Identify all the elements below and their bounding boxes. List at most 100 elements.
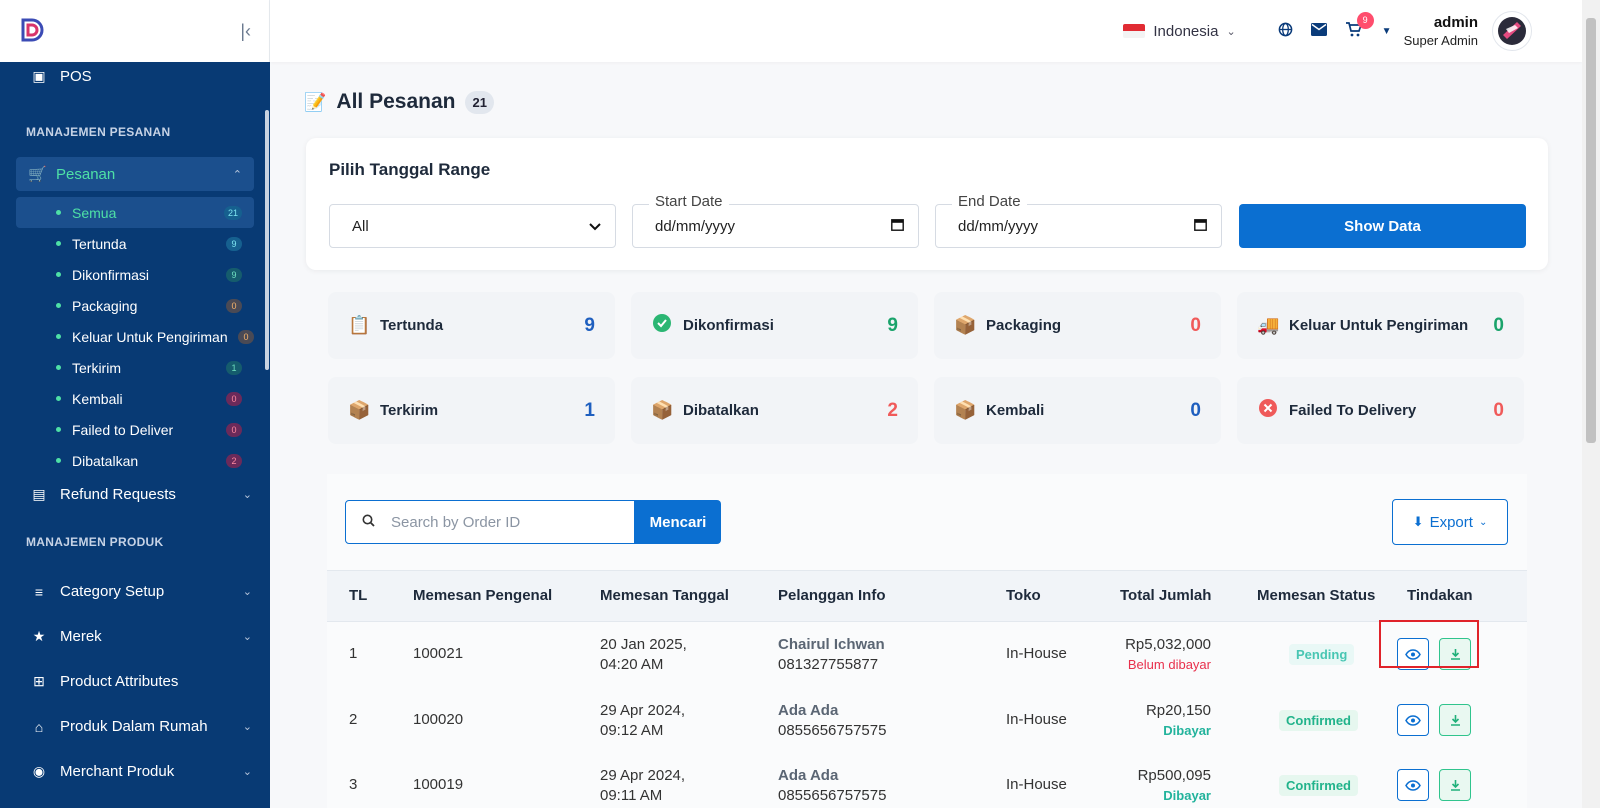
view-order-button[interactable] [1397,638,1429,670]
check-circle-icon [651,313,673,338]
search-button[interactable]: Mencari [635,500,721,544]
order-count-badge: 21 [465,90,494,114]
status-badge: Pending [1289,644,1355,665]
sidebar-item-pos[interactable]: ▣ POS [0,62,270,90]
sidebar-header: |‹ [0,0,270,62]
column-header: Tindakan [1407,587,1473,604]
end-date-field[interactable]: End Date dd/mm/yyyy [935,193,1222,248]
sidebar-subitem-packaging[interactable]: Packaging 0 [16,290,254,321]
order-id-cell[interactable]: 100019 [413,776,464,793]
caret-down-icon[interactable]: ▼ [1381,25,1392,37]
order-date-cell: 20 Jan 2025, 04:20 AM [600,636,687,673]
customer-cell[interactable]: Ada Ada 0855656757575 [778,767,887,804]
chevron-down-icon: ⌄ [1226,25,1236,38]
store-cell: In-House [1006,711,1067,728]
download-invoice-button[interactable] [1439,704,1471,736]
order-type-select[interactable]: All [329,204,616,248]
count-badge: 0 [226,422,242,437]
column-header: Memesan Status [1257,587,1376,604]
sl-cell: 2 [349,711,358,728]
stat-card-failed[interactable]: Failed To Delivery 0 [1237,377,1524,444]
store-cell: In-House [1006,645,1067,662]
section-label-orders: MANAJEMEN PESANAN [26,125,171,139]
orders-list-icon: 📝 [304,91,327,112]
calendar-icon[interactable] [891,218,904,234]
sidebar-scrollbar[interactable] [265,110,269,370]
user-info[interactable]: admin Super Admin [1403,14,1478,48]
chevron-down-icon: ⌄ [242,721,252,733]
sidebar-subitem-all[interactable]: Semua 21 [16,197,254,228]
sidebar-subitem-delivered[interactable]: Terkirim 1 [16,352,254,383]
count-badge: 0 [238,329,254,344]
column-header: Total Jumlah [1120,587,1212,604]
search-input[interactable]: Search by Order ID [345,500,635,544]
export-button[interactable]: ⬇ Export ⌄ [1392,499,1508,545]
return-box-icon: 📦 [954,400,977,420]
sidebar-item-inhouse[interactable]: ⌂ Produk Dalam Rumah ⌄ [0,704,270,749]
table-row: 2 100020 29 Apr 2024, 09:12 AM Ada Ada 085… [327,688,1527,754]
delivered-box-icon: 📦 [348,400,371,420]
sidebar-item-category[interactable]: ≡ Category Setup ⌄ [0,569,270,614]
sidebar-item-orders[interactable]: 🛒 Pesanan ⌃ [16,157,254,191]
order-id-cell[interactable]: 100020 [413,711,464,728]
page-scrollbar[interactable] [1582,0,1600,808]
store-icon: ⌂ [34,718,44,735]
mail-icon[interactable] [1310,22,1327,40]
download-icon: ⬇ [1412,514,1424,529]
sidebar-subitem-pending[interactable]: Tertunda 9 [16,228,254,259]
chevron-down-icon: ⌄ [1478,516,1488,528]
table-row: 3 100019 29 Apr 2024, 09:11 AM Ada Ada 085… [327,753,1527,808]
sidebar-item-attributes[interactable]: ⊞ Product Attributes [0,659,270,704]
view-order-button[interactable] [1397,704,1429,736]
chevron-down-icon: ⌄ [242,766,252,778]
order-date-cell: 29 Apr 2024, 09:12 AM [600,702,686,739]
delivery-truck-icon: 🚚 [1257,315,1280,335]
stat-card-delivered[interactable]: 📦 Terkirim 1 [328,377,615,444]
sidebar-subitem-canceled[interactable]: Dibatalkan 2 [16,445,254,476]
stat-card-confirmed[interactable]: Dikonfirmasi 9 [631,292,918,359]
sidebar-item-refund[interactable]: ▤ Refund Requests ⌄ [0,476,270,512]
customer-cell[interactable]: Chairul Ichwan 081327755877 [778,636,885,673]
start-date-field[interactable]: Start Date dd/mm/yyyy [632,193,919,248]
stat-card-returned[interactable]: 📦 Kembali 0 [934,377,1221,444]
chevron-down-icon [589,218,601,234]
chevron-down-icon: ⌄ [242,488,252,501]
collapse-sidebar-icon[interactable]: |‹ [240,20,251,41]
section-label-products: MANAJEMEN PRODUK [26,535,164,549]
sidebar-item-brand[interactable]: ★ Merek ⌄ [0,614,270,659]
order-id-cell[interactable]: 100021 [413,645,464,662]
column-header: Memesan Pengenal [413,587,553,604]
avatar[interactable] [1492,11,1532,51]
page-title: 📝 All Pesanan 21 [304,90,494,114]
sidebar-subitem-confirmed[interactable]: Dikonfirmasi 9 [16,259,254,290]
download-invoice-button[interactable] [1439,638,1471,670]
chevron-down-icon: ⌄ [242,586,252,598]
indonesia-flag-icon [1123,24,1146,38]
sidebar-item-merchant[interactable]: ◉ Merchant Produk ⌄ [0,749,270,794]
cart-icon: 🛒 [28,166,47,183]
customer-cell[interactable]: Ada Ada 0855656757575 [778,702,887,739]
stat-card-out-for-delivery[interactable]: 🚚 Keluar Untuk Pengiriman 0 [1237,292,1524,359]
calendar-icon[interactable] [1194,218,1207,234]
table-header: TL Memesan Pengenal Memesan Tanggal Pela… [327,570,1527,622]
logo-icon[interactable] [20,18,44,44]
cart-icon[interactable]: 9 [1345,11,1374,41]
cart-count-badge: 9 [1356,11,1374,29]
stat-card-pending[interactable]: 📋 Tertunda 9 [328,292,615,359]
sidebar-subitem-out-for-delivery[interactable]: Keluar Untuk Pengiriman 0 [16,321,254,352]
language-selector[interactable]: Indonesia ⌄ [1123,23,1236,40]
sidebar-subitem-failed[interactable]: Failed to Deliver 0 [16,414,254,445]
clipboard-icon: 📋 [348,315,371,335]
total-amount-cell: Rp5,032,000 Belum dibayar [1125,636,1211,672]
download-invoice-button[interactable] [1439,769,1471,801]
chevron-up-icon: ⌃ [232,168,242,181]
sidebar-subitem-returned[interactable]: Kembali 0 [16,383,254,414]
globe-icon[interactable] [1278,22,1293,41]
show-data-button[interactable]: Show Data [1239,204,1526,248]
stat-card-packaging[interactable]: 📦 Packaging 0 [934,292,1221,359]
count-badge: 9 [226,267,242,282]
view-order-button[interactable] [1397,769,1429,801]
scrollbar-thumb[interactable] [1586,18,1596,443]
count-badge: 9 [226,236,242,251]
stat-card-canceled[interactable]: 📦 Dibatalkan 2 [631,377,918,444]
